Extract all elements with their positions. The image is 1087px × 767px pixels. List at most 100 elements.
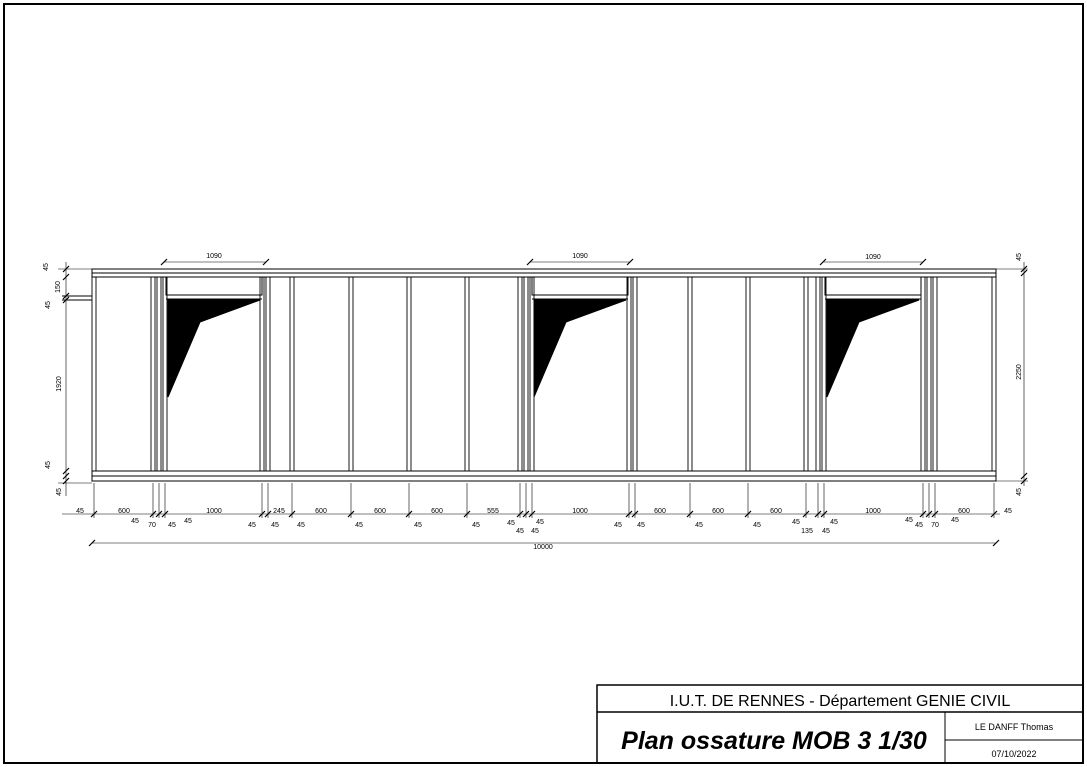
dim-tick	[931, 510, 939, 518]
dim-tick	[686, 510, 694, 518]
dim-tick	[925, 510, 933, 518]
dim-tick	[62, 467, 70, 475]
right-top-45: 45	[1016, 253, 1023, 261]
dim-b12: 45	[297, 522, 305, 529]
stud-17	[803, 276, 809, 472]
right-2250: 2250	[1016, 364, 1023, 380]
stud-6	[289, 276, 295, 472]
left-lintel-150: 150	[55, 281, 62, 293]
dim-tick	[90, 510, 98, 518]
dim-b8: 45	[248, 522, 256, 529]
dim-tick	[744, 510, 752, 518]
dim-b18: 45	[507, 520, 515, 527]
dim-tick	[625, 510, 633, 518]
stud-0	[91, 276, 97, 472]
dim-b25: 600	[770, 508, 782, 515]
stud-12	[529, 276, 535, 472]
dim-tick	[919, 258, 927, 266]
dim-tick	[626, 258, 634, 266]
stud-14	[632, 276, 638, 472]
dim-tick	[819, 258, 827, 266]
dim-b23: 600	[712, 508, 724, 515]
dim-tick	[405, 510, 413, 518]
opening-width-3: 1090	[865, 254, 881, 261]
dim-tick	[522, 510, 530, 518]
stud-21	[926, 276, 932, 472]
left-45-d: 45	[56, 488, 63, 496]
dim-tick	[88, 539, 96, 547]
opening-wedge-0	[167, 299, 261, 398]
dim-tick	[992, 539, 1000, 547]
stud-1	[150, 276, 156, 472]
dim-b21: 600	[654, 508, 666, 515]
stud-7	[348, 276, 354, 472]
stud-4	[259, 276, 265, 472]
dim-tick	[802, 510, 810, 518]
dim-tick	[463, 510, 471, 518]
left-top-45: 45	[43, 263, 50, 271]
dim-b9: 600	[315, 508, 327, 515]
dim-tick	[1020, 472, 1028, 480]
dim-b26: 45	[614, 522, 622, 529]
dim-b31: 45	[905, 517, 913, 524]
dim-tick	[62, 472, 70, 480]
vertical-dimensions: 45 150 45 1920 45 45 45 2250 45	[43, 253, 1023, 496]
dim-tick	[149, 510, 157, 518]
stud-20	[920, 276, 926, 472]
dim-b35: 45	[1004, 508, 1012, 515]
dim-b39: 45	[830, 519, 838, 526]
lintel-1	[531, 276, 629, 296]
dim-tick	[62, 292, 70, 300]
left-45-b: 45	[45, 301, 52, 309]
dim-b27: 135	[801, 528, 813, 535]
sheet-border	[3, 3, 1084, 764]
dim-tick	[155, 510, 163, 518]
dim-b16: 45	[414, 522, 422, 529]
dim-b19: 1000	[572, 508, 588, 515]
dim-b28: 45	[637, 522, 645, 529]
dim-b5: 1000	[206, 508, 222, 515]
overall-length: 10000	[533, 544, 553, 551]
dim-b20: 45	[516, 528, 524, 535]
lintel-0	[165, 276, 263, 296]
dim-tick	[262, 258, 270, 266]
stud-3	[162, 276, 168, 472]
dim-tick	[1020, 269, 1028, 277]
dim-b13: 600	[431, 508, 443, 515]
dim-b10: 45	[271, 522, 279, 529]
dim-b17: 45	[472, 522, 480, 529]
dim-tick	[160, 258, 168, 266]
dim-tick	[526, 258, 534, 266]
dim-b29: 1000	[865, 508, 881, 515]
dim-tick	[631, 510, 639, 518]
dim-tick	[347, 510, 355, 518]
dim-tick	[288, 510, 296, 518]
title-block: I.U.T. DE RENNES - Département GENIE CIV…	[596, 684, 1084, 764]
dim-b24: 45	[531, 528, 539, 535]
opening-wedge-2	[826, 299, 920, 398]
opening-width-2: 1090	[572, 253, 588, 260]
top-dimensions: 1090 1090 1090	[206, 253, 881, 261]
left-45-c: 45	[45, 461, 52, 469]
author-text: LE DANFF Thomas	[975, 722, 1054, 732]
stud-15	[687, 276, 693, 472]
dim-b14: 45	[355, 522, 363, 529]
institution-text: I.U.T. DE RENNES - Département GENIE CIV…	[670, 693, 1011, 710]
date-text: 07/10/2022	[991, 749, 1036, 759]
stud-18	[815, 276, 821, 472]
top-plate	[91, 268, 997, 274]
dim-b40: 45	[915, 522, 923, 529]
drawing-title: Plan ossature MOB 3 1/30	[621, 727, 927, 755]
dim-tick	[990, 510, 998, 518]
dim-b32: 70	[931, 522, 939, 529]
dim-b37: 45	[792, 519, 800, 526]
top-plate-2	[91, 272, 997, 278]
stud-8	[406, 276, 412, 472]
dim-tick	[62, 296, 70, 304]
left-1920: 1920	[56, 376, 63, 392]
dim-b2: 45	[131, 518, 139, 525]
dim-tick	[820, 510, 828, 518]
dim-tick	[919, 510, 927, 518]
dim-tick	[161, 510, 169, 518]
